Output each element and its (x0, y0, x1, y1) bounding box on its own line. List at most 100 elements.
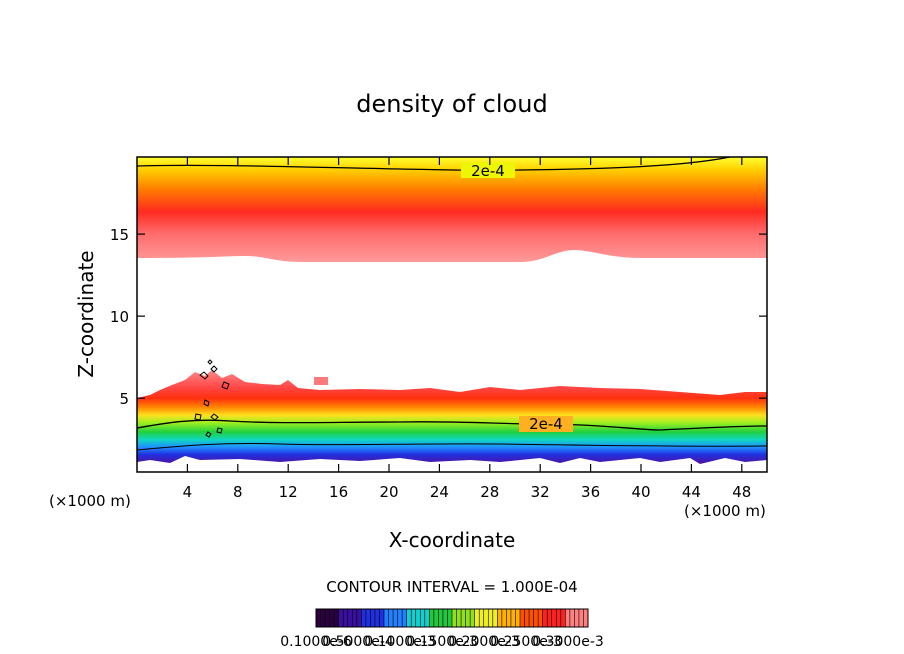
contour-label-lower-text: 2e-4 (529, 415, 563, 433)
plot-frame (136, 156, 768, 473)
plot-field: 2e-4 2e-4 (137, 157, 767, 464)
x-tick-label: 36 (581, 483, 600, 501)
y-axis-ticks: 5 10 15 (110, 226, 767, 408)
y-tick-label: 5 (119, 390, 129, 408)
colorbar-swatch (497, 609, 503, 627)
colorbar-swatch (501, 609, 507, 627)
colorbar-swatch (433, 609, 439, 627)
colorbar-label: 0.1000e-3 (364, 634, 436, 650)
colorbar-label: 0.2000e-3 (448, 634, 520, 650)
colorbar-swatch (470, 609, 476, 627)
contour-label-lower: 2e-4 (519, 415, 573, 433)
contour-line-upper (137, 157, 731, 172)
colorbar-swatch (379, 609, 385, 627)
x-tick-label: 4 (183, 483, 193, 501)
colorbar-swatch (547, 609, 553, 627)
colorbar-swatch (393, 609, 399, 627)
contour-line-lower (137, 419, 767, 431)
colorbar-swatch (424, 609, 430, 627)
colorbar-swatch (483, 609, 489, 627)
x-tick-label: 40 (631, 483, 650, 501)
colorbar-swatch (461, 609, 467, 627)
colorbar-swatch (569, 609, 575, 627)
colorbar-swatch (583, 609, 589, 627)
colorbar-swatch (452, 609, 458, 627)
colorbar-frame (315, 608, 589, 628)
colorbar-labels: 0.1000e-60.5000e-40.1000e-30.1500e-30.20… (280, 634, 604, 650)
colorbar-swatch (334, 609, 340, 627)
x-tick-label: 24 (430, 483, 449, 501)
colorbar-swatch (429, 609, 435, 627)
convective-contours (194, 359, 230, 438)
colorbar-swatch (565, 609, 571, 627)
x-tick-label: 12 (279, 483, 298, 501)
colorbar-swatch (538, 609, 544, 627)
colorbar-swatch (356, 609, 362, 627)
colorbar-swatch (479, 609, 485, 627)
colorbar-swatch (329, 609, 335, 627)
colorbar-label: 0.1500e-3 (406, 634, 478, 650)
colorbar-swatch (343, 609, 349, 627)
colorbar-swatch (515, 609, 521, 627)
colorbar-swatch (506, 609, 512, 627)
colorbar-swatch (361, 609, 367, 627)
x-tick-label: 28 (480, 483, 499, 501)
colorbar-label: 0.5000e-4 (322, 634, 394, 650)
colorbar-swatch (510, 609, 516, 627)
chart-title: density of cloud (356, 90, 547, 118)
colorbar-swatch (384, 609, 390, 627)
colorbar-swatch (325, 609, 331, 627)
x-tick-label: 48 (732, 483, 751, 501)
x-tick-label: 20 (379, 483, 398, 501)
y-tick-label: 10 (110, 308, 129, 326)
upper-cloud-layer (137, 157, 767, 262)
colorbar-swatch (465, 609, 471, 627)
colorbar-swatch (388, 609, 394, 627)
colorbar-swatch (352, 609, 358, 627)
isolated-cloud-patch (314, 377, 328, 385)
lower-cloud-layer (137, 370, 767, 464)
colorbar-swatch (438, 609, 444, 627)
colorbar-swatch (574, 609, 580, 627)
contour-interval-text: CONTOUR INTERVAL = 1.000E-04 (326, 578, 577, 596)
colorbar-swatch (347, 609, 353, 627)
x-axis-label: X-coordinate (389, 528, 516, 552)
x-tick-label: 16 (329, 483, 348, 501)
colorbar-swatch (524, 609, 530, 627)
colorbar-swatch (551, 609, 557, 627)
y-axis-unit: (×1000 m) (49, 492, 131, 510)
x-tick-label: 8 (233, 483, 243, 501)
colorbar-swatch (415, 609, 421, 627)
colorbar-swatch (529, 609, 535, 627)
colorbar-swatch (488, 609, 494, 627)
colorbar-swatch (374, 609, 380, 627)
colorbar-swatch (520, 609, 526, 627)
colorbar (315, 608, 589, 628)
colorbar-label: 0.2500e-3 (490, 634, 562, 650)
colorbar-swatch (411, 609, 417, 627)
colorbar-swatch (420, 609, 426, 627)
y-tick-label: 15 (110, 226, 129, 244)
colorbar-swatch (578, 609, 584, 627)
colorbar-swatch (397, 609, 403, 627)
colorbar-swatch (456, 609, 462, 627)
colorbar-swatch (320, 609, 326, 627)
colorbar-swatch (370, 609, 376, 627)
colorbar-swatch (402, 609, 408, 627)
colorbar-swatch (533, 609, 539, 627)
x-axis-ticks: 4 8 12 16 20 24 28 32 36 40 44 48 (183, 157, 751, 501)
colorbar-swatch (406, 609, 412, 627)
contour-label-upper-text: 2e-4 (471, 162, 505, 180)
colorbar-swatch (492, 609, 498, 627)
colorbar-swatch (560, 609, 566, 627)
colorbar-label: 0.3000e-3 (532, 634, 604, 650)
colorbar-swatch (556, 609, 562, 627)
contour-line-base (137, 442, 767, 451)
colorbar-swatch (442, 609, 448, 627)
contour-label-upper: 2e-4 (461, 162, 515, 180)
colorbar-label: 0.1000e-6 (280, 634, 352, 650)
x-tick-label: 44 (682, 483, 701, 501)
colorbar-swatch (542, 609, 548, 627)
y-axis-label: Z-coordinate (74, 250, 98, 377)
